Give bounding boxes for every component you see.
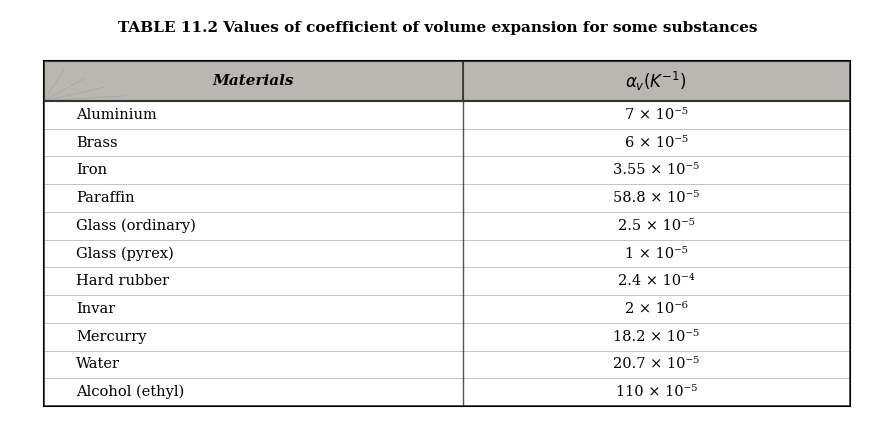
Text: Aluminium: Aluminium <box>76 108 157 122</box>
Bar <box>44 61 463 101</box>
Text: Water: Water <box>76 357 120 371</box>
Text: 18.2 × 10⁻⁵: 18.2 × 10⁻⁵ <box>613 330 699 344</box>
Bar <box>44 378 850 406</box>
Text: 6 × 10⁻⁵: 6 × 10⁻⁵ <box>625 136 688 150</box>
Text: 20.7 × 10⁻⁵: 20.7 × 10⁻⁵ <box>613 357 699 371</box>
Bar <box>463 61 850 101</box>
Text: 2.5 × 10⁻⁵: 2.5 × 10⁻⁵ <box>618 219 695 233</box>
Text: Brass: Brass <box>76 136 117 150</box>
Text: Alcohol (ethyl): Alcohol (ethyl) <box>76 385 184 399</box>
Text: 7 × 10⁻⁵: 7 × 10⁻⁵ <box>625 108 688 122</box>
Bar <box>44 101 850 129</box>
Text: Glass (pyrex): Glass (pyrex) <box>76 246 173 261</box>
Text: 110 × 10⁻⁵: 110 × 10⁻⁵ <box>616 385 697 399</box>
Bar <box>44 212 850 240</box>
Bar <box>44 351 850 378</box>
Text: $\alpha_v(K^{-1})$: $\alpha_v(K^{-1})$ <box>625 70 687 93</box>
Text: Invar: Invar <box>76 302 116 316</box>
Text: 2 × 10⁻⁶: 2 × 10⁻⁶ <box>625 302 688 316</box>
Bar <box>44 323 850 351</box>
Bar <box>44 184 850 212</box>
Bar <box>44 267 850 295</box>
Text: 3.55 × 10⁻⁵: 3.55 × 10⁻⁵ <box>613 163 699 177</box>
Text: Mercurry: Mercurry <box>76 330 146 344</box>
Bar <box>44 157 850 184</box>
Text: Hard rubber: Hard rubber <box>76 274 169 288</box>
Bar <box>44 129 850 157</box>
Bar <box>44 295 850 323</box>
Text: 58.8 × 10⁻⁵: 58.8 × 10⁻⁵ <box>613 191 700 205</box>
Bar <box>44 240 850 267</box>
Text: Glass (ordinary): Glass (ordinary) <box>76 219 196 233</box>
Text: Materials: Materials <box>213 74 294 88</box>
Text: Paraffin: Paraffin <box>76 191 135 205</box>
Text: 1 × 10⁻⁵: 1 × 10⁻⁵ <box>625 247 688 261</box>
Text: TABLE 11.2 Values of coefficient of volume expansion for some substances: TABLE 11.2 Values of coefficient of volu… <box>118 21 758 35</box>
Text: Iron: Iron <box>76 163 107 177</box>
Text: 2.4 × 10⁻⁴: 2.4 × 10⁻⁴ <box>618 274 695 288</box>
